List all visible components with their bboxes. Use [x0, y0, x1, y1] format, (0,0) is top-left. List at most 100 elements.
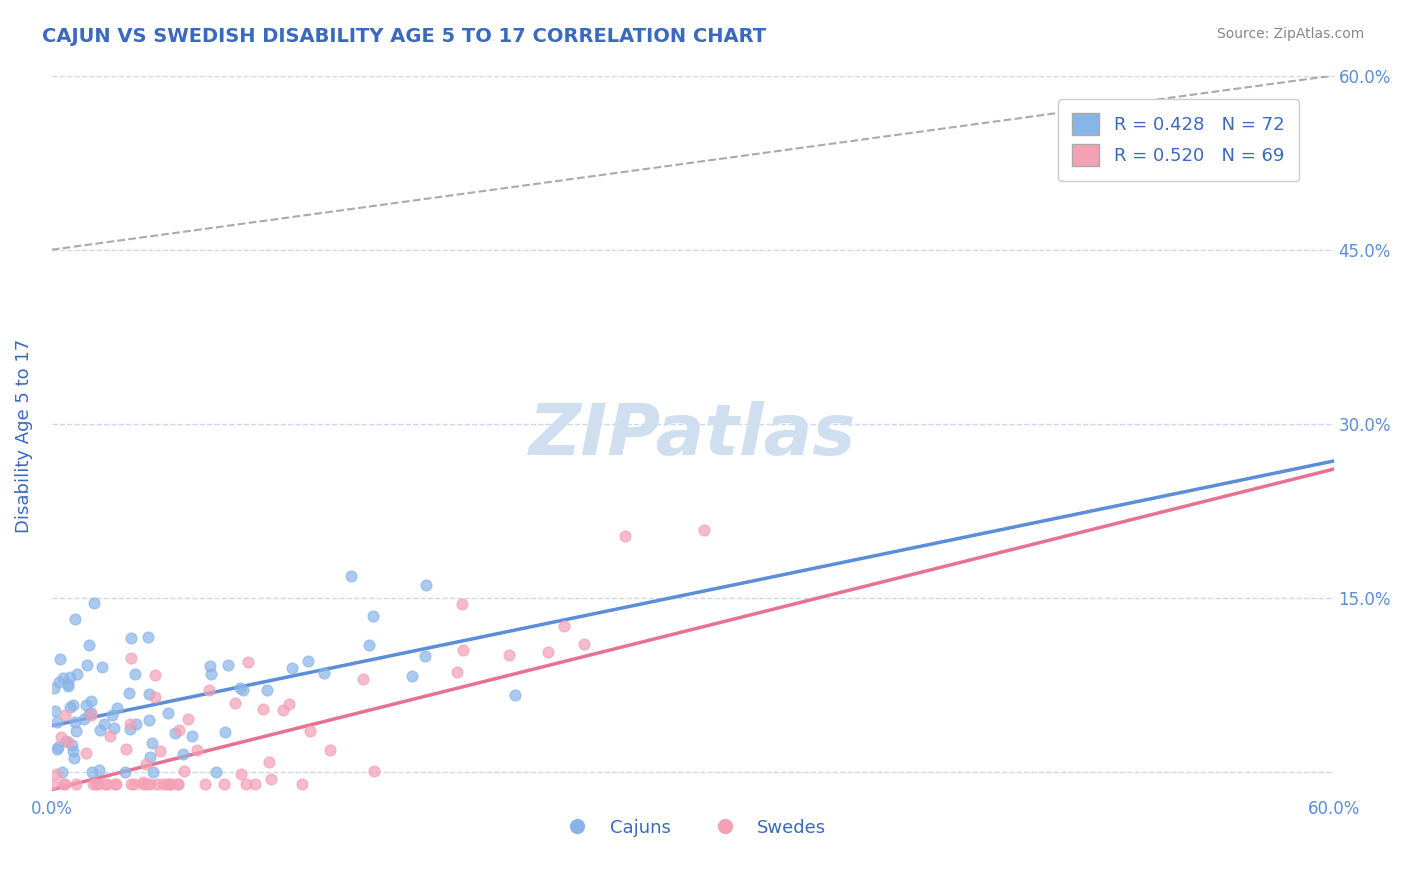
- Point: [86, 777, 108, 791]
- Point: [56, 679, 79, 693]
- Point: [44, 704, 66, 718]
- Point: [49, 730, 72, 744]
- Point: [148, 744, 170, 758]
- Point: [87, 764, 110, 778]
- Point: [51, 765, 73, 780]
- Point: [156, 777, 179, 791]
- Point: [41, 777, 63, 791]
- Point: [152, 777, 174, 791]
- Point: [66, 666, 89, 681]
- Point: [159, 777, 181, 791]
- Point: [65, 777, 87, 791]
- Point: [73, 712, 96, 726]
- Point: [93, 716, 115, 731]
- Point: [45, 741, 67, 756]
- Point: [132, 775, 155, 789]
- Point: [53, 777, 76, 791]
- Point: [45, 766, 67, 780]
- Point: [167, 777, 190, 791]
- Point: [52, 777, 75, 791]
- Point: [163, 726, 186, 740]
- Point: [115, 742, 138, 756]
- Point: [80, 765, 103, 780]
- Point: [181, 729, 204, 743]
- Point: [299, 723, 322, 738]
- Text: ZIPatlas: ZIPatlas: [529, 401, 856, 470]
- Point: [63, 715, 86, 730]
- Point: [176, 712, 198, 726]
- Point: [260, 772, 283, 786]
- Point: [291, 777, 314, 791]
- Point: [359, 638, 381, 652]
- Point: [167, 777, 190, 791]
- Point: [139, 749, 162, 764]
- Point: [297, 654, 319, 668]
- Point: [278, 697, 301, 711]
- Point: [319, 743, 342, 757]
- Point: [77, 707, 100, 722]
- Point: [75, 746, 97, 760]
- Text: CAJUN VS SWEDISH DISABILITY AGE 5 TO 17 CORRELATION CHART: CAJUN VS SWEDISH DISABILITY AGE 5 TO 17 …: [42, 27, 766, 45]
- Point: [77, 639, 100, 653]
- Point: [120, 777, 142, 791]
- Point: [45, 714, 67, 729]
- Point: [200, 667, 222, 681]
- Point: [90, 660, 112, 674]
- Point: [56, 677, 79, 691]
- Point: [446, 665, 468, 680]
- Point: [62, 744, 84, 758]
- Point: [139, 777, 162, 791]
- Point: [156, 706, 179, 720]
- Point: [613, 528, 636, 542]
- Point: [80, 708, 103, 723]
- Point: [503, 688, 526, 702]
- Point: [94, 777, 117, 791]
- Point: [120, 631, 142, 645]
- Point: [198, 658, 221, 673]
- Point: [76, 658, 98, 673]
- Point: [197, 682, 219, 697]
- Point: [217, 658, 239, 673]
- Point: [173, 764, 195, 779]
- Point: [340, 569, 363, 583]
- Point: [96, 777, 118, 791]
- Point: [693, 523, 716, 537]
- Point: [142, 765, 165, 780]
- Point: [536, 645, 558, 659]
- Point: [105, 777, 128, 791]
- Point: [136, 630, 159, 644]
- Point: [135, 757, 157, 772]
- Point: [159, 777, 181, 791]
- Point: [83, 596, 105, 610]
- Point: [53, 708, 76, 723]
- Point: [62, 698, 84, 712]
- Point: [256, 683, 278, 698]
- Point: [413, 649, 436, 664]
- Point: [120, 651, 142, 665]
- Point: [167, 723, 190, 737]
- Point: [118, 686, 141, 700]
- Point: [314, 665, 336, 680]
- Point: [65, 724, 87, 739]
- Point: [75, 698, 97, 712]
- Point: [415, 578, 437, 592]
- Point: [363, 609, 385, 624]
- Point: [363, 764, 385, 778]
- Point: [146, 776, 169, 790]
- Point: [46, 739, 69, 754]
- Y-axis label: Disability Age 5 to 17: Disability Age 5 to 17: [15, 338, 32, 533]
- Point: [194, 777, 217, 791]
- Point: [89, 723, 111, 737]
- Point: [118, 717, 141, 731]
- Point: [252, 702, 274, 716]
- Point: [105, 701, 128, 715]
- Point: [52, 672, 75, 686]
- Point: [235, 777, 257, 791]
- Point: [401, 669, 423, 683]
- Point: [79, 694, 101, 708]
- Legend: Cajuns, Swedes: Cajuns, Swedes: [553, 812, 834, 844]
- Point: [48, 674, 70, 689]
- Point: [245, 777, 267, 791]
- Point: [42, 681, 65, 695]
- Point: [114, 765, 136, 780]
